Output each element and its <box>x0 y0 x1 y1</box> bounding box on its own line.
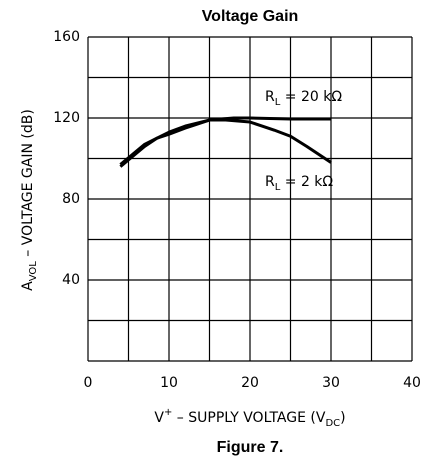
y-label-sub: VOL <box>28 261 39 282</box>
series-label-part: R <box>265 89 275 105</box>
y-tick-label: 40 <box>62 272 80 288</box>
series-label-part: L <box>275 97 281 108</box>
x-tick-label: 40 <box>403 375 421 391</box>
series-label-part: L <box>275 182 281 193</box>
series-label: RL = 2 kΩ <box>265 174 333 193</box>
x-label-sup: + <box>164 407 172 418</box>
x-tick-label: 0 <box>84 375 93 391</box>
x-label-part: ) <box>340 410 345 426</box>
series-label-part: = 20 kΩ <box>280 89 342 105</box>
chart-title: Voltage Gain <box>202 8 299 25</box>
y-tick-label: 80 <box>62 191 80 207</box>
x-label-part: – SUPPLY VOLTAGE (V <box>172 410 325 426</box>
series-label-part: R <box>265 174 275 190</box>
y-axis-label: AVOL – VOLTAGE GAIN (dB) <box>20 109 39 291</box>
x-tick-label: 20 <box>241 375 259 391</box>
series-line <box>119 118 332 166</box>
y-tick-label: 120 <box>53 110 80 126</box>
caption: Figure 7. <box>217 439 284 456</box>
x-tick-label: 10 <box>160 375 178 391</box>
y-label-part: – VOLTAGE GAIN (dB) <box>20 109 36 261</box>
x-label-sub: DC <box>325 418 340 429</box>
y-label-part: A <box>20 281 36 291</box>
series-label-part: = 2 kΩ <box>280 174 333 190</box>
series-label: RL = 20 kΩ <box>265 89 342 108</box>
x-label-part: V <box>154 410 164 426</box>
y-tick-label: 160 <box>53 29 80 45</box>
x-tick-label: 30 <box>322 375 340 391</box>
x-axis-label: V+ – SUPPLY VOLTAGE (VDC) <box>154 407 345 429</box>
series-line <box>119 116 331 168</box>
